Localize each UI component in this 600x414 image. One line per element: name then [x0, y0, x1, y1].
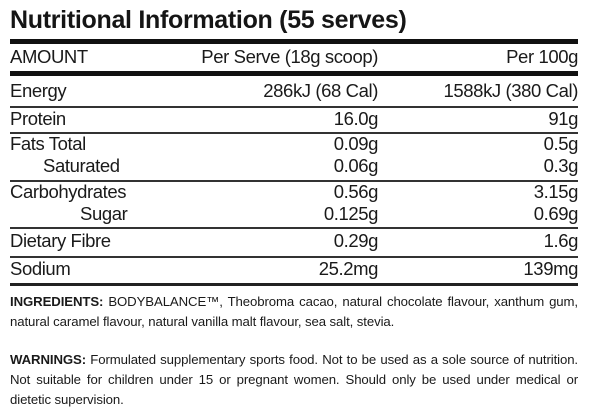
- nutrient-name: Sodium: [10, 258, 71, 279]
- warnings-section: WARNINGS: Formulated supplementary sport…: [10, 350, 578, 410]
- table-row-sugar: Sugar 0.125g 0.69g: [10, 203, 578, 225]
- table-row-energy: Energy 286kJ (68 Cal) 1588kJ (380 Cal): [10, 80, 578, 102]
- per-100g-value: 1.6g: [543, 230, 579, 251]
- nutrient-name: Fats Total: [10, 133, 86, 154]
- nutrient-name: Sugar: [80, 203, 128, 224]
- divider: [10, 106, 578, 108]
- per-serve-value: 16.0g: [333, 108, 379, 129]
- ingredients-text: BODYBALANCE™, Theobroma cacao, natural c…: [10, 294, 578, 329]
- warnings-text: Formulated supplementary sports food. No…: [10, 352, 578, 407]
- per-serve-value: 0.56g: [333, 181, 379, 202]
- divider-thick-top: [10, 39, 578, 44]
- per-serve-value: 25.2mg: [318, 258, 379, 279]
- per-100g-value: 1588kJ (380 Cal): [443, 80, 579, 101]
- ingredients-heading: INGREDIENTS:: [10, 294, 104, 309]
- table-row-carbohydrates: Carbohydrates 0.56g 3.15g: [10, 181, 578, 203]
- table-row-fats-total: Fats Total 0.09g 0.5g: [10, 133, 578, 155]
- header-amount: AMOUNT: [10, 46, 88, 67]
- per-serve-value: 0.29g: [333, 230, 379, 251]
- ingredients-section: INGREDIENTS: BODYBALANCE™, Theobroma cac…: [10, 292, 578, 332]
- per-100g-value: 0.5g: [543, 133, 579, 154]
- nutrient-name: Protein: [10, 108, 66, 129]
- per-100g-value: 0.3g: [543, 155, 579, 176]
- nutrient-name: Saturated: [43, 155, 120, 176]
- per-serve-value: 0.09g: [333, 133, 379, 154]
- divider: [10, 180, 578, 182]
- nutrient-name: Carbohydrates: [10, 181, 127, 202]
- per-serve-value: 286kJ (68 Cal): [263, 80, 378, 101]
- divider-bottom: [10, 283, 578, 286]
- panel-title: Nutritional Information (55 serves): [10, 6, 407, 34]
- divider: [10, 227, 578, 229]
- per-100g-value: 91g: [548, 108, 578, 129]
- per-serve-value: 0.06g: [333, 155, 379, 176]
- header-per-100g: Per 100g: [506, 46, 578, 67]
- warnings-heading: WARNINGS:: [10, 352, 87, 367]
- table-row-protein: Protein 16.0g 91g: [10, 108, 578, 130]
- table-row-saturated: Saturated 0.06g 0.3g: [10, 155, 578, 177]
- divider-thick-header: [10, 71, 578, 76]
- divider: [10, 132, 578, 134]
- header-per-serve: Per Serve (18g scoop): [201, 46, 378, 67]
- per-100g-value: 3.15g: [533, 181, 579, 202]
- per-100g-value: 0.69g: [533, 203, 579, 224]
- nutrient-name: Dietary Fibre: [10, 230, 111, 251]
- table-header-row: AMOUNT Per Serve (18g scoop) Per 100g: [10, 46, 578, 68]
- nutrient-name: Energy: [10, 80, 67, 101]
- per-100g-value: 139mg: [523, 258, 578, 279]
- table-row-dietary-fibre: Dietary Fibre 0.29g 1.6g: [10, 230, 578, 252]
- divider: [10, 256, 578, 258]
- per-serve-value: 0.125g: [323, 203, 379, 224]
- table-row-sodium: Sodium 25.2mg 139mg: [10, 258, 578, 280]
